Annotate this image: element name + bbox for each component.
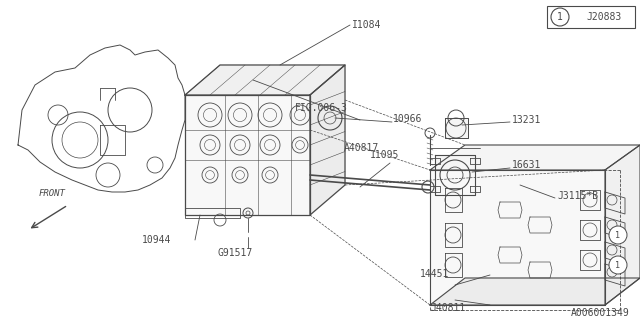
Bar	[547, 6, 635, 28]
Text: 1: 1	[616, 230, 621, 239]
Text: A006001349: A006001349	[572, 308, 630, 318]
Text: I1084: I1084	[352, 20, 381, 30]
Text: FRONT: FRONT	[38, 189, 65, 198]
Text: G91517: G91517	[218, 248, 253, 258]
Polygon shape	[430, 145, 640, 170]
Text: 14451: 14451	[420, 269, 449, 279]
Polygon shape	[430, 170, 605, 305]
Polygon shape	[445, 118, 468, 138]
Text: 1: 1	[557, 12, 563, 22]
Text: A40817: A40817	[344, 143, 380, 153]
Polygon shape	[310, 65, 345, 215]
Circle shape	[609, 256, 627, 274]
Polygon shape	[435, 155, 475, 195]
Polygon shape	[430, 278, 640, 305]
Circle shape	[609, 226, 627, 244]
Polygon shape	[185, 65, 345, 95]
Text: J20883: J20883	[586, 12, 621, 22]
Text: 1: 1	[616, 260, 621, 269]
Text: J3115*B: J3115*B	[557, 191, 598, 201]
Circle shape	[551, 8, 569, 26]
Text: 10966: 10966	[393, 114, 422, 124]
Text: 13231: 13231	[512, 115, 541, 125]
Text: J40811: J40811	[430, 303, 465, 313]
Text: FIG.006-3: FIG.006-3	[295, 103, 348, 113]
Polygon shape	[185, 95, 310, 215]
Polygon shape	[605, 145, 640, 305]
Text: 10944: 10944	[142, 235, 172, 245]
Text: 11095: 11095	[370, 150, 399, 160]
Text: 16631: 16631	[512, 160, 541, 170]
